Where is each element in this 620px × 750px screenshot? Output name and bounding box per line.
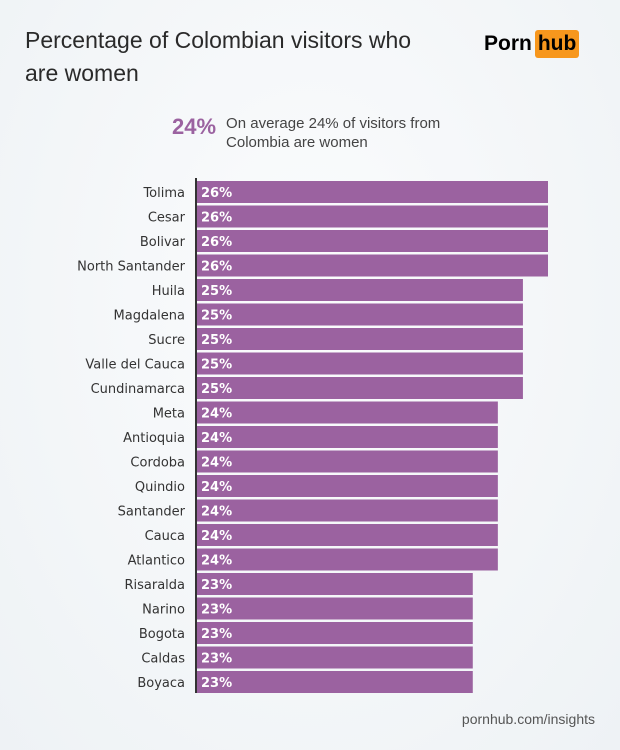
value-label: 24% [201,505,232,520]
category-label: Atlantico [128,554,185,569]
bar [197,671,473,693]
category-label: Huila [152,284,185,299]
bar [197,548,498,571]
category-label: Risaralda [124,578,185,593]
category-label: Quindio [135,480,185,495]
category-label: Caldas [141,652,185,667]
value-label: 25% [201,284,232,299]
category-label: Bogota [139,627,185,642]
value-label: 24% [201,554,232,569]
value-label: 23% [201,603,232,618]
category-label: North Santander [77,260,186,275]
bar [197,303,523,326]
chart-title: Percentage of Colombian visitors who are… [25,27,412,86]
bar [197,450,498,473]
category-label: Cordoba [130,456,185,471]
category-label: Cundinamarca [91,382,185,397]
value-label: 24% [201,529,232,544]
average-text: On average 24% of visitors from Colombia… [226,115,441,151]
bar [197,230,548,252]
category-label: Valle del Cauca [85,358,185,373]
bar [197,524,498,546]
logo-text-right: hub [534,30,580,58]
category-label: Cauca [145,529,185,544]
pornhub-logo: Porn hub [484,30,580,58]
bar [197,475,498,497]
average-summary: 24% On average 24% of visitors from Colo… [172,114,486,152]
bar [197,328,523,350]
value-label: 24% [201,480,232,495]
value-label: 23% [201,627,232,642]
value-label: 24% [201,431,232,446]
value-label: 25% [201,358,232,373]
value-label: 25% [201,309,232,324]
category-label: Magdalena [114,309,185,324]
value-label: 26% [201,235,232,250]
value-label: 25% [201,333,232,348]
value-label: 24% [201,456,232,471]
category-label: Narino [142,603,185,618]
bar [197,622,473,644]
category-label: Meta [153,407,185,422]
bar [197,401,498,424]
bar [197,279,523,301]
bar [197,205,548,228]
bar [197,181,548,203]
category-label: Cesar [148,211,186,226]
bar [197,254,548,277]
bar [197,377,523,399]
value-label: 23% [201,578,232,593]
logo-text-left: Porn [484,32,532,55]
value-label: 26% [201,211,232,226]
bar [197,646,473,669]
category-label: Boyaca [137,676,185,691]
source-link[interactable]: pornhub.com/insights [461,711,595,727]
value-label: 26% [201,186,232,201]
bar [197,426,498,448]
bar [197,352,523,375]
value-label: 24% [201,407,232,422]
value-label: 26% [201,260,232,275]
category-label: Santander [118,505,186,520]
bar [197,499,498,522]
category-label: Sucre [148,333,185,348]
category-label: Bolivar [140,235,186,250]
value-label: 23% [201,676,232,691]
category-label: Tolima [142,186,185,201]
bar [197,597,473,620]
category-label: Antioquia [123,431,185,446]
average-value: 24% [172,114,217,139]
value-label: 25% [201,382,232,397]
value-label: 23% [201,652,232,667]
bar [197,573,473,595]
